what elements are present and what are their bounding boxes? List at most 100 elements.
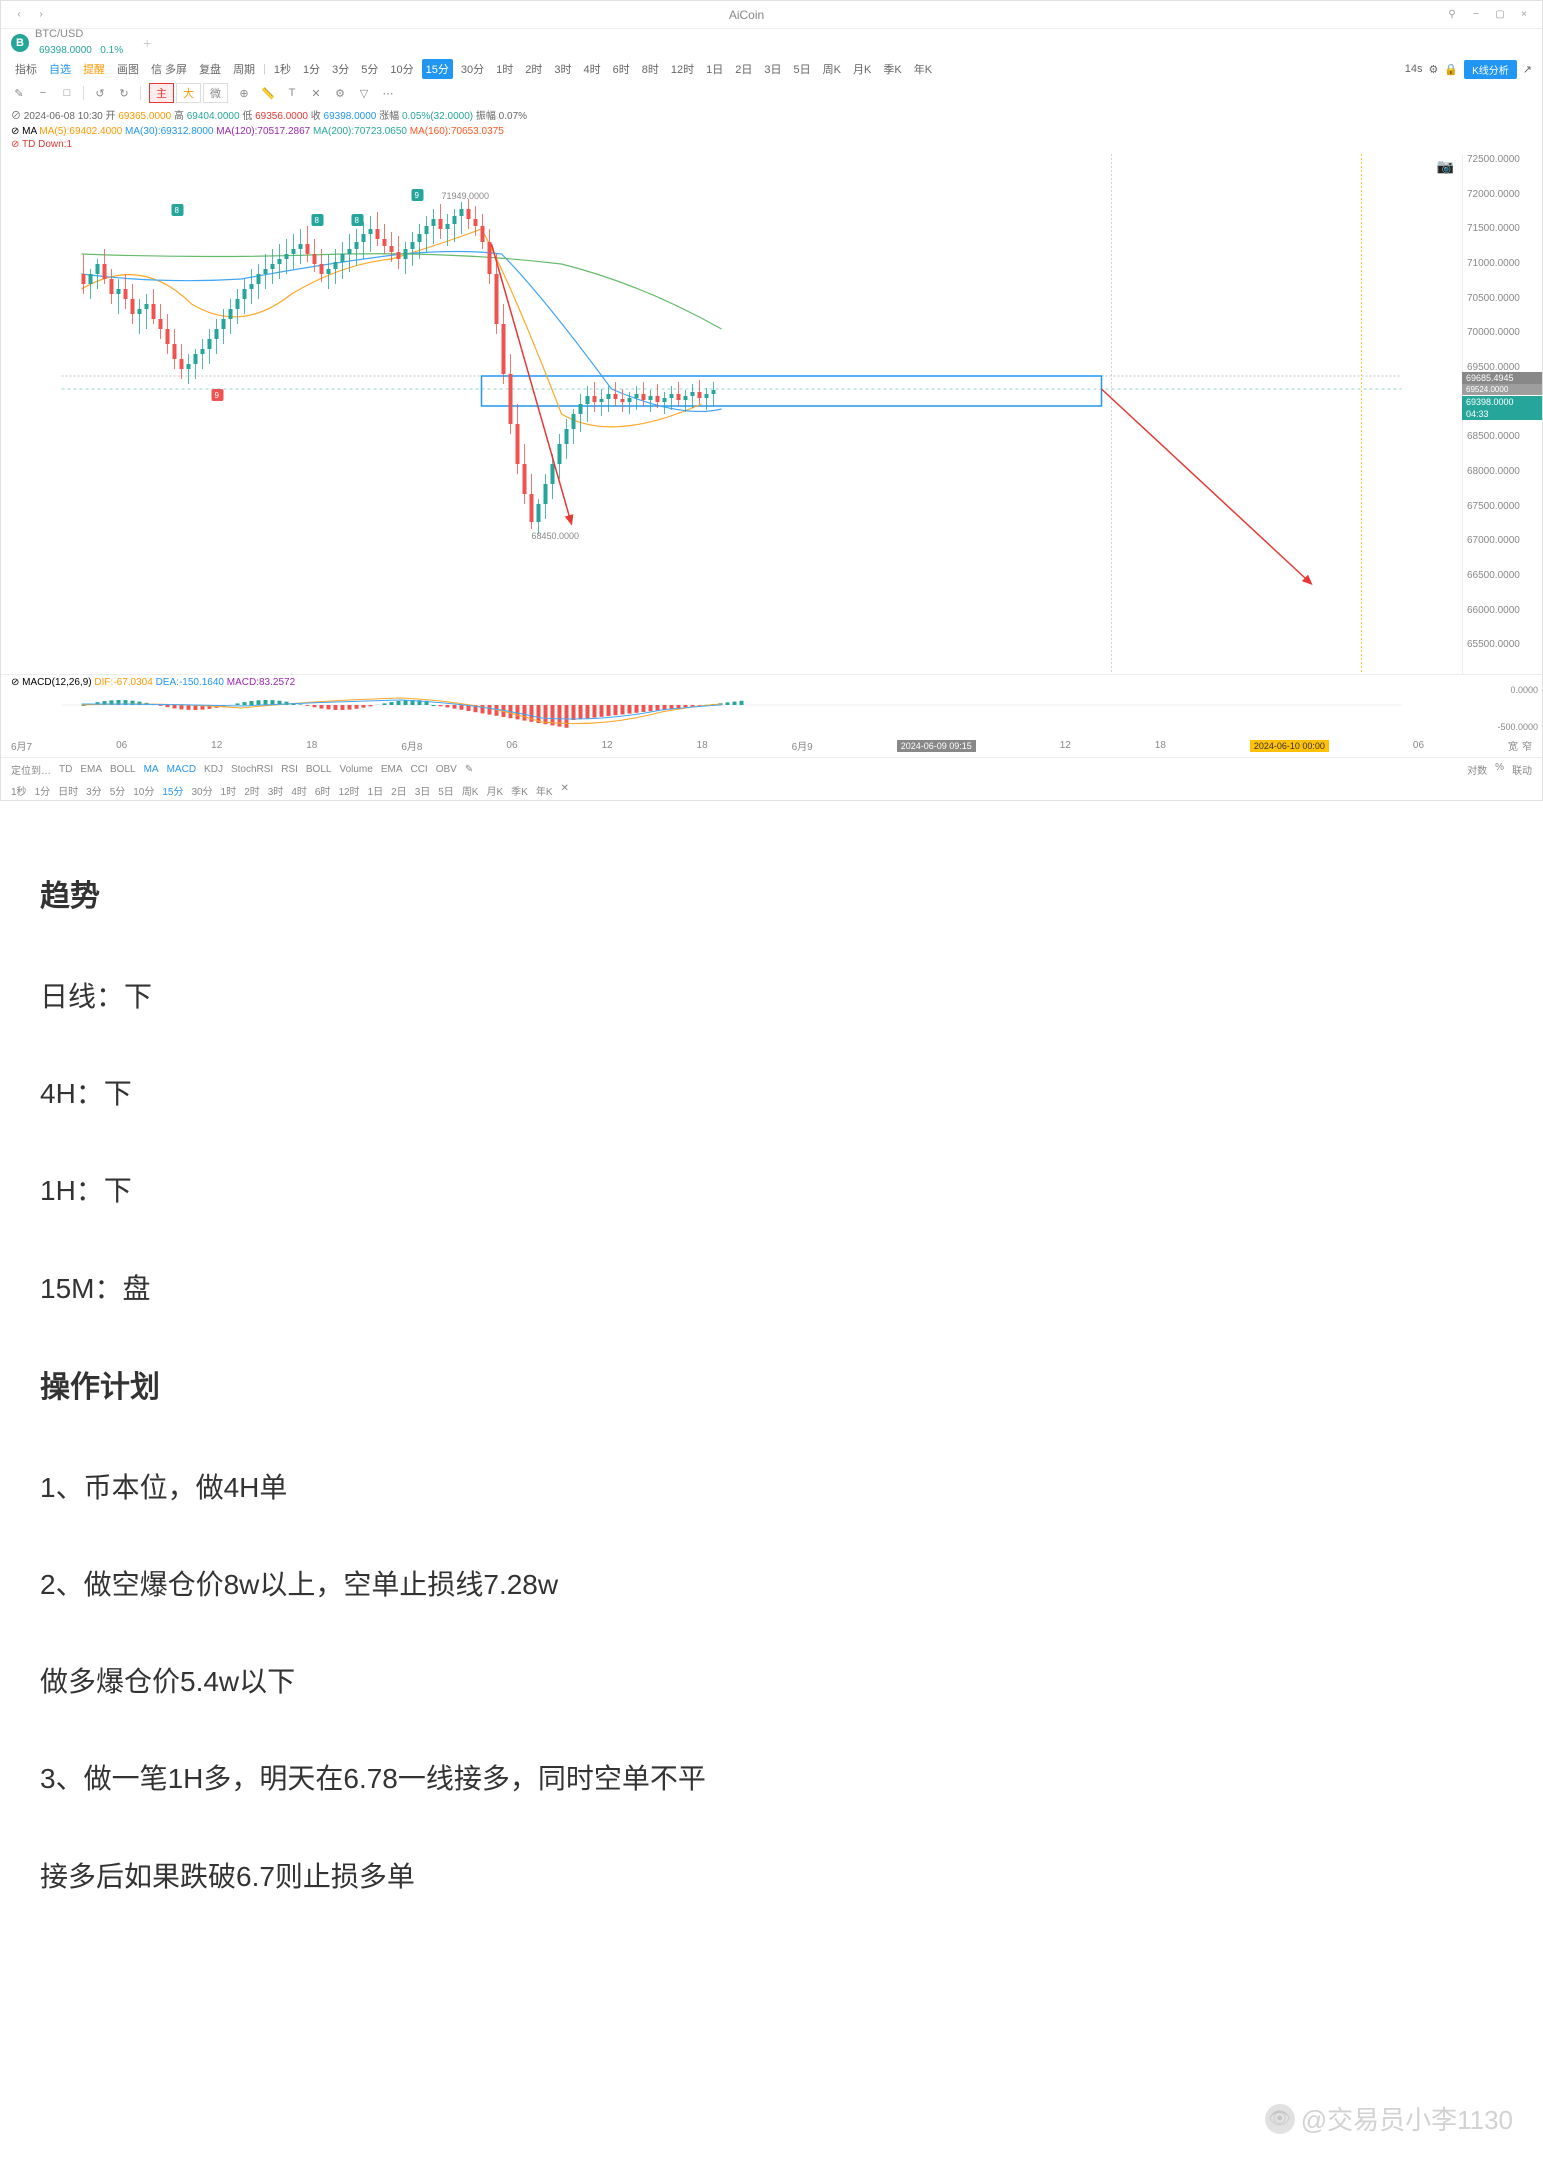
ind-boll2[interactable]: BOLL [306, 764, 332, 775]
tb-alerts[interactable]: 提醒 [79, 59, 109, 79]
btf-day[interactable]: 日时 [58, 783, 78, 798]
tf-1mo[interactable]: 月K [849, 59, 875, 79]
btf-5m[interactable]: 5分 [110, 783, 126, 798]
tf-2d[interactable]: 2日 [731, 59, 756, 79]
btf-close-icon[interactable]: ✕ [561, 783, 569, 798]
search-icon[interactable]: ⚲ [1444, 7, 1460, 23]
ind-volume[interactable]: Volume [339, 764, 372, 775]
settings-icon[interactable]: ⚙ [1429, 63, 1439, 76]
tf-3d[interactable]: 3日 [760, 59, 785, 79]
tf-6h[interactable]: 6时 [609, 59, 634, 79]
filter-icon[interactable]: ▽ [356, 85, 372, 101]
ind-obv[interactable]: OBV [436, 764, 457, 775]
btf-1d[interactable]: 1日 [368, 783, 384, 798]
zoom-micro[interactable]: 微 [203, 83, 228, 103]
btf-1m[interactable]: 1分 [35, 783, 51, 798]
tf-4h[interactable]: 4时 [580, 59, 605, 79]
btf-1w[interactable]: 周K [462, 783, 479, 798]
redo-icon[interactable]: ↻ [116, 85, 132, 101]
btf-1q[interactable]: 季K [511, 783, 528, 798]
tb-period[interactable]: 周期 [229, 59, 259, 79]
add-tab-button[interactable]: + [143, 35, 151, 51]
btf-3m[interactable]: 3分 [86, 783, 102, 798]
ind-cci[interactable]: CCI [410, 764, 427, 775]
camera-icon[interactable]: 📷 [1437, 158, 1454, 175]
tf-12h[interactable]: 12时 [667, 59, 698, 79]
ind-macd[interactable]: MACD [167, 764, 196, 775]
ticker-symbol[interactable]: BTC/USD [35, 28, 123, 40]
btf-1h[interactable]: 1时 [221, 783, 237, 798]
tb-multiscreen[interactable]: 信 多屏 [147, 59, 191, 79]
tf-1d[interactable]: 1日 [702, 59, 727, 79]
tb-favorites[interactable]: 自选 [45, 59, 75, 79]
ruler-icon[interactable]: 📏 [260, 85, 276, 101]
ticker-badge[interactable]: B [11, 34, 29, 52]
lock-icon[interactable]: 🔒 [1444, 63, 1458, 76]
tb-indicators[interactable]: 指标 [11, 59, 41, 79]
btf-6h[interactable]: 6时 [315, 783, 331, 798]
magnet-icon[interactable]: ⊕ [236, 85, 252, 101]
macd-panel[interactable]: ⊘ MACD(12,26,9) DIF:-67.0304 DEA:-150.16… [1, 674, 1542, 734]
undo-icon[interactable]: ↺ [92, 85, 108, 101]
tf-2h[interactable]: 2时 [521, 59, 546, 79]
ind-ema2[interactable]: EMA [381, 764, 403, 775]
maximize-icon[interactable]: ▢ [1492, 7, 1508, 23]
tf-1w[interactable]: 周K [819, 59, 845, 79]
nav-back-icon[interactable]: ‹ [11, 7, 27, 23]
nav-forward-icon[interactable]: › [33, 7, 49, 23]
percent-scale[interactable]: % [1495, 762, 1504, 777]
more-icon[interactable]: ⋯ [380, 85, 396, 101]
btf-2h[interactable]: 2时 [244, 783, 260, 798]
log-scale[interactable]: 对数 [1467, 762, 1487, 777]
line-icon[interactable]: − [35, 85, 51, 101]
tb-replay[interactable]: 复盘 [195, 59, 225, 79]
btf-3h[interactable]: 3时 [268, 783, 284, 798]
edit-indicators-icon[interactable]: ✎ [465, 764, 473, 775]
btf-1y[interactable]: 年K [536, 783, 553, 798]
link-charts[interactable]: 联动 [1512, 762, 1532, 777]
tf-3m[interactable]: 3分 [328, 59, 353, 79]
tf-1m[interactable]: 1分 [299, 59, 324, 79]
tf-3h[interactable]: 3时 [550, 59, 575, 79]
share-icon[interactable]: ↗ [1523, 63, 1532, 76]
btf-1s[interactable]: 1秒 [11, 783, 27, 798]
tf-5d[interactable]: 5日 [790, 59, 815, 79]
x-wide[interactable]: 宽 [1508, 738, 1518, 753]
tf-30m[interactable]: 30分 [457, 59, 488, 79]
btf-10m[interactable]: 10分 [133, 783, 154, 798]
ind-ema[interactable]: EMA [80, 764, 102, 775]
btf-1mo[interactable]: 月K [486, 783, 503, 798]
btf-3d[interactable]: 3日 [415, 783, 431, 798]
rect-icon[interactable]: □ [59, 85, 75, 101]
pencil-icon[interactable]: ✎ [11, 85, 27, 101]
tf-10m[interactable]: 10分 [386, 59, 417, 79]
ind-rsi[interactable]: RSI [281, 764, 298, 775]
tb-draw[interactable]: 画图 [113, 59, 143, 79]
text-icon[interactable]: T [284, 85, 300, 101]
x-narrow[interactable]: 窄 [1522, 738, 1532, 753]
tf-5m[interactable]: 5分 [357, 59, 382, 79]
btf-30m[interactable]: 30分 [192, 783, 213, 798]
zoom-large[interactable]: 大 [176, 83, 201, 103]
ind-stochrsi[interactable]: StochRSI [231, 764, 273, 775]
close-icon[interactable]: × [1516, 7, 1532, 23]
ind-kdj[interactable]: KDJ [204, 764, 223, 775]
locate-button[interactable]: 定位到… [11, 762, 51, 777]
ind-boll[interactable]: BOLL [110, 764, 136, 775]
ind-td[interactable]: TD [59, 764, 72, 775]
btf-5d[interactable]: 5日 [438, 783, 454, 798]
ind-ma[interactable]: MA [144, 764, 159, 775]
tf-8h[interactable]: 8时 [638, 59, 663, 79]
tf-15m[interactable]: 15分 [422, 59, 453, 79]
settings2-icon[interactable]: ⚙ [332, 85, 348, 101]
minimize-icon[interactable]: − [1468, 7, 1484, 23]
btf-4h[interactable]: 4时 [291, 783, 307, 798]
btf-12h[interactable]: 12时 [338, 783, 359, 798]
btf-15m[interactable]: 15分 [162, 783, 183, 798]
tf-1h[interactable]: 1时 [492, 59, 517, 79]
zoom-main[interactable]: 主 [149, 83, 174, 103]
tf-1q[interactable]: 季K [879, 59, 905, 79]
eraser-icon[interactable]: ✕ [308, 85, 324, 101]
tf-1y[interactable]: 年K [910, 59, 936, 79]
kline-analysis-button[interactable]: K线分析 [1464, 60, 1517, 79]
